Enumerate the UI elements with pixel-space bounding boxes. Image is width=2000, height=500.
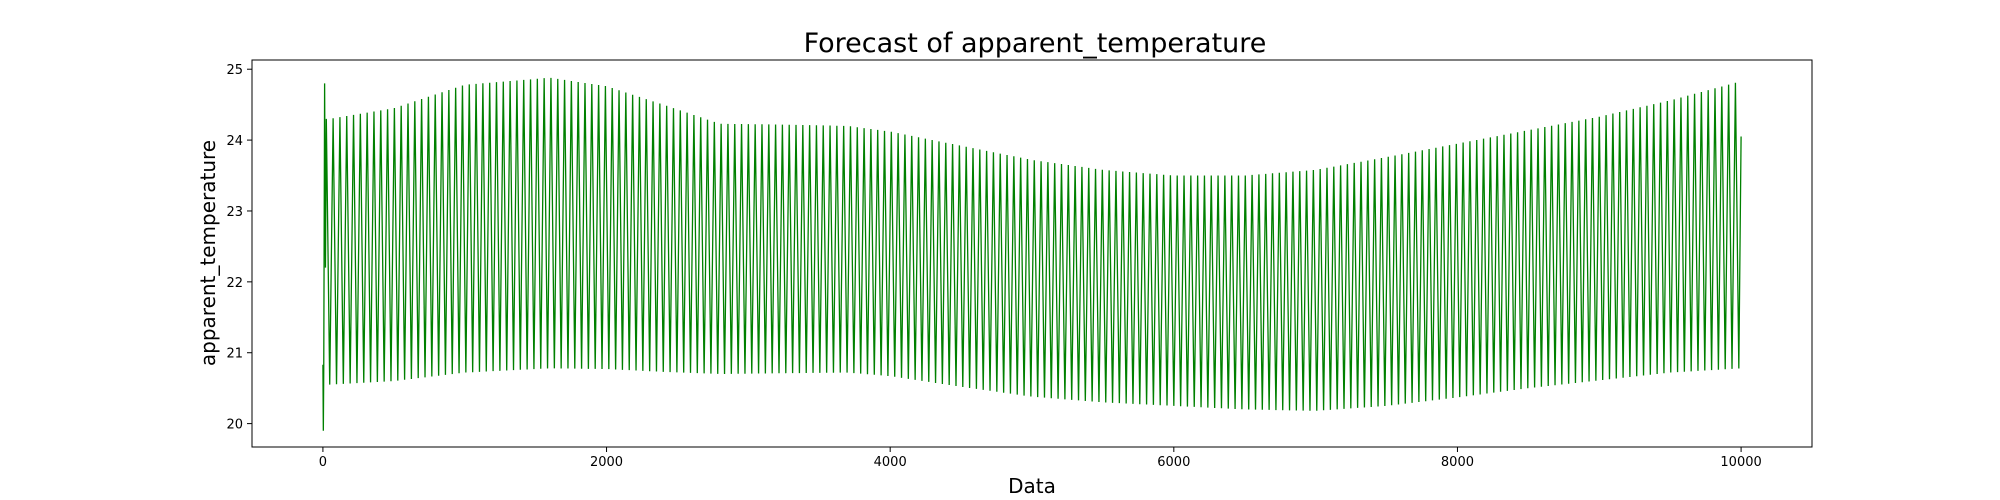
chart-title: Forecast of apparent_temperature	[804, 28, 1267, 59]
y-tick-label: 21	[226, 347, 243, 362]
forecast-series-line	[322, 77, 1742, 431]
y-tick-label: 20	[226, 418, 243, 433]
x-tick-label: 4000	[874, 455, 907, 470]
x-axis: 0 2000 4000 6000 8000 10000	[319, 447, 1762, 470]
x-tick-label: 6000	[1157, 455, 1190, 470]
y-tick-label: 22	[226, 276, 243, 291]
y-axis-title: apparent_temperature	[196, 140, 220, 366]
y-axis: 20 21 22 23 24 25	[226, 63, 252, 433]
y-tick-label: 24	[226, 134, 243, 149]
x-tick-label: 8000	[1441, 455, 1474, 470]
plot-frame	[251, 59, 1813, 448]
series-layer	[322, 77, 1742, 431]
y-tick-label: 23	[226, 205, 243, 220]
x-tick-label: 0	[319, 455, 327, 470]
x-tick-label: 10000	[1720, 455, 1761, 470]
x-tick-label: 2000	[590, 455, 623, 470]
x-axis-title: Data	[1008, 474, 1056, 498]
y-tick-label: 25	[226, 63, 243, 78]
plot-area: 0 2000 4000 6000 8000 10000 20 21 22 23 24 25	[226, 59, 1813, 470]
